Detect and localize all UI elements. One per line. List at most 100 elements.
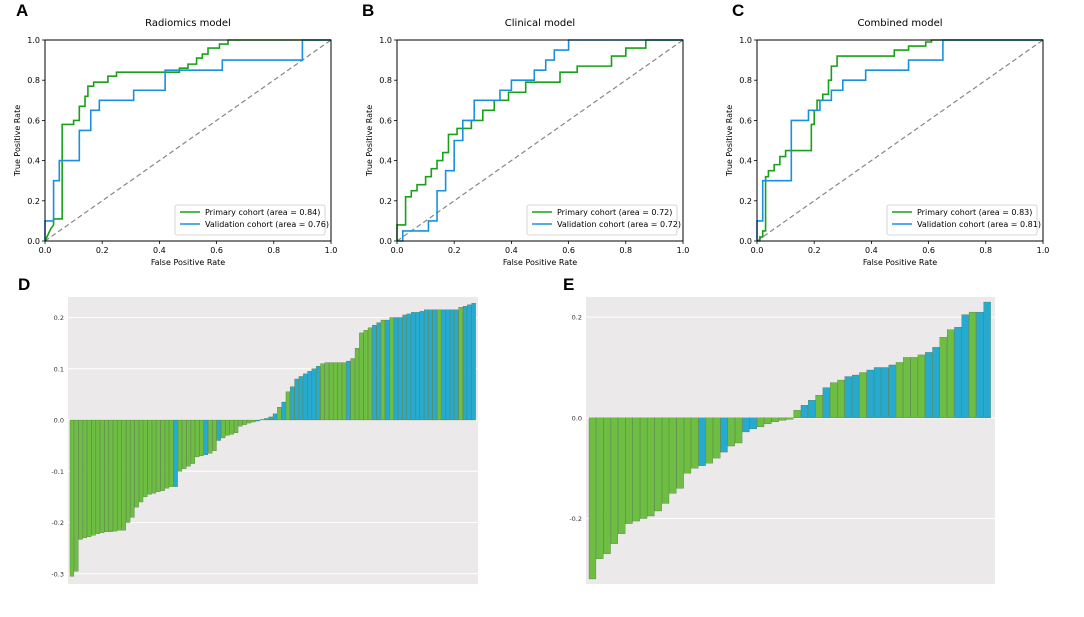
- waterfall-bar-validation: [873, 367, 882, 418]
- waterfall-bar-validation: [311, 368, 316, 421]
- x-tick-label: 0.6: [210, 246, 223, 255]
- waterfall-bar-validation: [255, 419, 260, 422]
- waterfall-bar-primary: [277, 407, 282, 421]
- waterfall-bar-primary: [121, 419, 126, 531]
- waterfall-bar-validation: [398, 317, 403, 421]
- x-tick-label: 1.0: [677, 246, 690, 255]
- x-axis-label: False Positive Rate: [151, 258, 225, 267]
- waterfall-bar-primary: [910, 357, 918, 418]
- panel-label-e: E: [563, 275, 574, 294]
- y-tick-label: 0.1: [54, 365, 64, 373]
- x-tick-label: 1.0: [325, 246, 338, 255]
- waterfall-bar-primary: [126, 419, 131, 523]
- waterfall-bar-validation: [393, 317, 399, 421]
- waterfall-bar-primary: [208, 419, 213, 454]
- y-tick-label: 0.0: [739, 237, 752, 246]
- waterfall-bar-validation: [462, 306, 468, 421]
- waterfall-bar-primary: [588, 417, 597, 580]
- waterfall-bar-primary: [968, 311, 977, 418]
- waterfall-bar-validation: [372, 325, 377, 421]
- waterfall-bar-primary: [793, 410, 801, 418]
- y-tick-label: 0.4: [739, 157, 752, 166]
- x-tick-label: 0.2: [96, 246, 109, 255]
- waterfall-bar-primary: [100, 419, 105, 533]
- y-axis-label: True Positive Rate: [365, 105, 374, 177]
- x-tick-label: 0.0: [751, 246, 764, 255]
- waterfall-bar-validation: [445, 309, 450, 421]
- waterfall-bar-validation: [259, 419, 265, 421]
- waterfall-bar-validation: [272, 413, 278, 421]
- waterfall-bar-validation: [454, 309, 459, 421]
- waterfall-bar-validation: [954, 327, 962, 418]
- x-tick-label: 0.4: [153, 246, 166, 255]
- legend-entry-primary: Primary cohort (area = 0.83): [917, 208, 1032, 217]
- waterfall-bar-validation: [432, 309, 437, 421]
- y-tick-label: 1.0: [739, 36, 752, 45]
- waterfall-bar-validation: [415, 312, 420, 421]
- waterfall-bar-primary: [229, 419, 234, 435]
- y-tick-label: 0.6: [739, 116, 752, 125]
- y-tick-label: 0.0: [27, 237, 40, 246]
- x-tick-label: 0.4: [865, 246, 878, 255]
- waterfall-bar-validation: [749, 417, 757, 430]
- y-tick-label: 0.2: [54, 314, 64, 322]
- waterfall-bar-primary: [837, 379, 845, 418]
- waterfall-bar-primary: [705, 417, 714, 464]
- waterfall-bar-validation: [424, 309, 429, 421]
- waterfall-bar-validation: [411, 312, 416, 421]
- waterfall-bar-primary: [436, 309, 442, 421]
- waterfall-bar-primary: [735, 417, 743, 444]
- waterfall-bar-validation: [216, 419, 221, 441]
- waterfall-bar-validation: [844, 376, 852, 418]
- legend-entry-validation: Validation cohort (area = 0.72): [557, 220, 681, 229]
- waterfall-panel-e: -0.2 0.0 0.2: [569, 297, 995, 584]
- waterfall-bar-primary: [69, 419, 75, 577]
- waterfall-bar-primary: [363, 330, 368, 421]
- legend: Primary cohort (area = 0.84) Validation c…: [174, 204, 329, 236]
- waterfall-bar-primary: [87, 419, 92, 537]
- waterfall-bar-validation: [932, 347, 940, 418]
- panel-label-b: B: [362, 1, 374, 20]
- waterfall-bar-primary: [221, 419, 226, 439]
- panel-label-c: C: [732, 1, 744, 20]
- legend: Primary cohort (area = 0.83) Validation c…: [886, 204, 1041, 236]
- waterfall-bar-primary: [212, 419, 217, 451]
- waterfall-bar-validation: [203, 419, 208, 455]
- roc-panel-combined: Combined model 0.0 0.2 0.4 0.6 0.8 1.0 0.0 0.2 0.…: [725, 18, 1049, 267]
- panel-label-a: A: [16, 1, 28, 20]
- y-tick-label: 0.0: [54, 417, 64, 425]
- waterfall-bar-primary: [756, 417, 765, 428]
- chance-diagonal: [396, 39, 684, 242]
- waterfall-bar-primary: [333, 362, 338, 421]
- y-axis-label: True Positive Rate: [725, 105, 734, 177]
- waterfall-bar-primary: [947, 329, 955, 418]
- waterfall-bar-primary: [359, 332, 364, 421]
- waterfall-panel-d: -0.3 -0.2 -0.1 0.0 0.1 0.2: [51, 297, 478, 584]
- waterfall-bar-validation: [698, 417, 706, 466]
- waterfall-bar-validation: [742, 417, 750, 433]
- waterfall-bar-primary: [151, 419, 157, 494]
- waterfall-bar-validation: [316, 366, 321, 421]
- roc-panel-clinical: Clinical model 0.0 0.2 0.4 0.6 0.8 1.0 0.0 0.2 0.…: [365, 18, 689, 267]
- waterfall-bar-primary: [771, 417, 779, 423]
- y-tick-label: 0.0: [572, 414, 582, 422]
- waterfall-bar-primary: [251, 419, 256, 423]
- waterfall-bar-primary: [82, 419, 88, 539]
- waterfall-bar-primary: [389, 317, 394, 421]
- waterfall-bar-primary: [199, 419, 204, 457]
- x-tick-label: 0.0: [391, 246, 404, 255]
- waterfall-bar-validation: [268, 416, 273, 421]
- y-tick-label: 0.2: [379, 197, 392, 206]
- y-tick-label: -0.2: [569, 515, 582, 523]
- waterfall-bar-primary: [117, 419, 122, 531]
- waterfall-bar-primary: [195, 419, 200, 458]
- waterfall-bar-primary: [324, 362, 329, 421]
- y-tick-label: -0.2: [51, 519, 64, 527]
- waterfall-bar-primary: [618, 417, 626, 534]
- y-tick-label: 1.0: [379, 36, 392, 45]
- waterfall-bar-primary: [903, 357, 911, 418]
- waterfall-bar-primary: [337, 362, 342, 421]
- waterfall-bar-primary: [341, 362, 347, 421]
- x-tick-label: 0.6: [922, 246, 935, 255]
- waterfall-bar-primary: [764, 417, 772, 425]
